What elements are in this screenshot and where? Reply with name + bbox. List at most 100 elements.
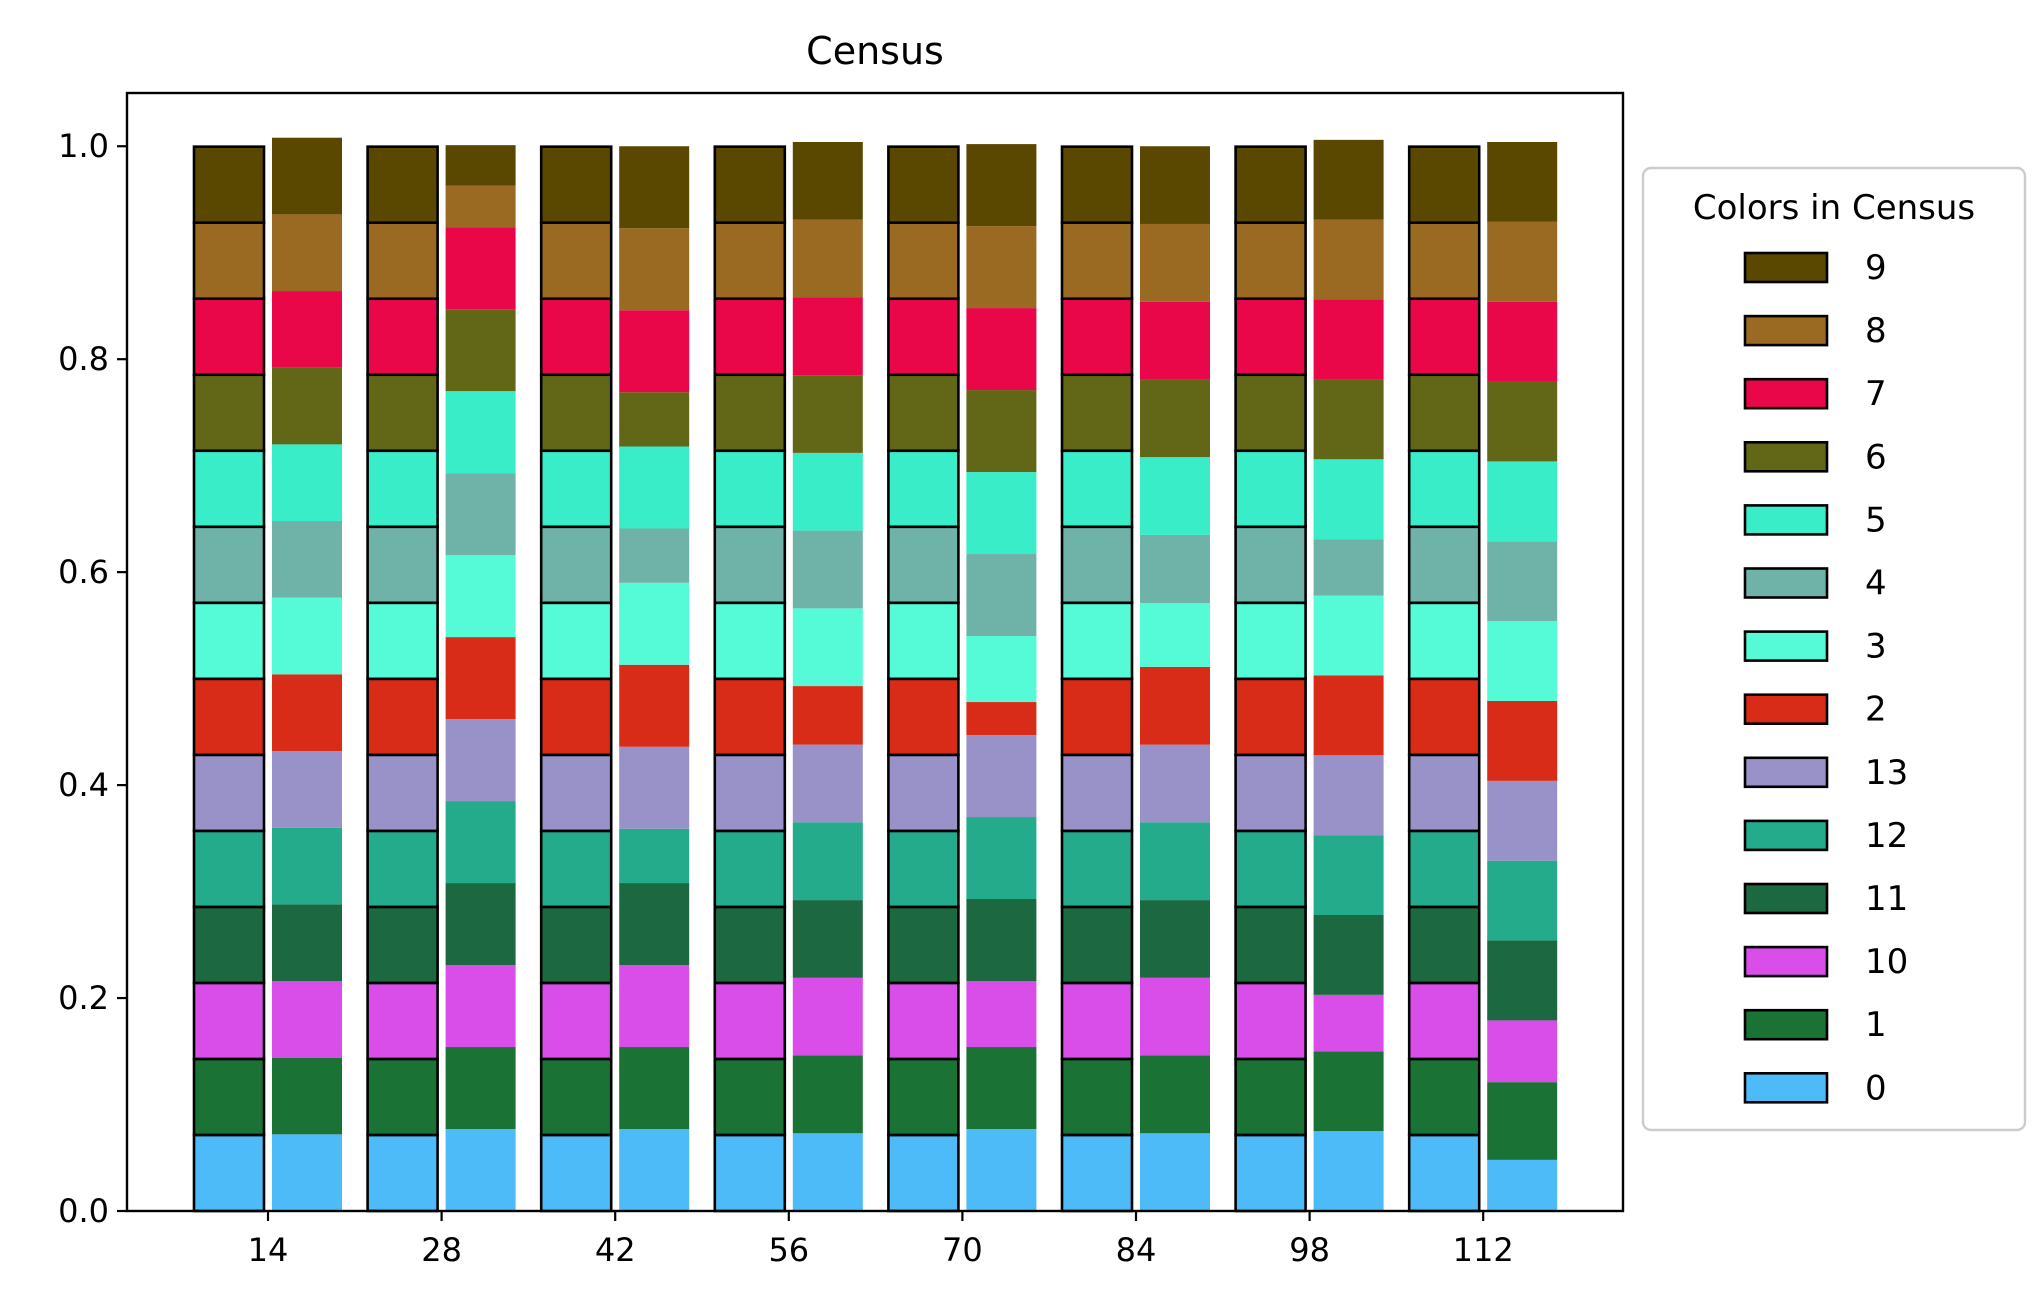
bar-reference-56-color-4 [713,525,787,605]
bar-reference-28-color-6 [366,373,439,453]
bar-reference-28-color-5 [366,449,439,529]
bar-census-112-color-12 [1487,860,1558,941]
bar-census-98-color-11 [1313,915,1384,995]
bar-reference-28-color-13 [366,753,439,833]
bar-reference-98-color-5 [1234,449,1307,529]
bar-census-28-color-8 [445,185,516,228]
bar-reference-98-color-11 [1234,905,1307,985]
legend-label-1: 1 [1865,1005,1887,1045]
bar-reference-84-color-8 [1060,221,1134,301]
bar-census-28-color-11 [445,883,516,966]
bar-reference-14-color-0 [192,1133,266,1213]
legend-label-13: 13 [1865,753,1908,793]
bar-reference-14-color-4 [192,525,266,605]
bar-census-56-color-6 [792,375,863,453]
bar-census-56-color-2 [792,686,863,745]
x-tick-label: 84 [1116,1231,1157,1269]
legend-label-6: 6 [1865,437,1887,477]
legend-swatch-3 [1743,630,1829,662]
bar-census-112-color-11 [1487,940,1558,1021]
legend-label-11: 11 [1865,879,1908,919]
bar-reference-42-color-11 [539,905,613,985]
y-axis: 0.0 0.2 0.4 0.6 0.8 1.0 [58,127,127,1230]
bar-reference-14-color-3 [192,601,266,681]
legend-swatch-9 [1743,251,1829,284]
bar-reference-56-color-3 [713,601,787,681]
bar-census-70-color-12 [966,817,1037,900]
legend-swatch-6 [1743,440,1829,473]
bar-reference-42-color-0 [539,1133,613,1213]
bar-census-112-color-4 [1487,541,1558,622]
bar-reference-98-color-9 [1234,145,1307,224]
bar-reference-84-color-10 [1060,981,1134,1061]
y-tick-label: 0.8 [58,340,109,378]
bar-census-14-color-10 [272,981,342,1058]
bar-reference-56-color-2 [713,677,787,757]
bar-census-56-color-7 [792,297,863,376]
bar-reference-112-color-5 [1407,449,1481,529]
legend-label-3: 3 [1865,627,1887,667]
legend-swatch-0 [1743,1072,1829,1104]
bar-census-70-color-9 [966,144,1037,227]
bar-census-98-color-3 [1313,595,1384,676]
bar-reference-56-color-11 [713,905,787,985]
bar-reference-28-color-1 [366,1057,439,1137]
bar-reference-70-color-3 [887,601,960,681]
bar-census-84-color-10 [1140,977,1210,1056]
bar-reference-42-color-6 [539,373,613,453]
bar-census-112-color-2 [1487,700,1558,781]
bar-census-14-color-8 [272,214,342,292]
bar-census-56-color-0 [792,1133,863,1211]
bar-census-42-color-2 [619,664,690,747]
bar-census-28-color-3 [445,555,516,638]
bar-reference-56-color-12 [713,829,787,909]
bar-census-98-color-0 [1313,1131,1384,1211]
bar-reference-84-color-13 [1060,753,1134,833]
bar-census-84-color-8 [1140,223,1210,302]
bar-reference-42-color-10 [539,981,613,1061]
legend-label-5: 5 [1865,500,1887,540]
bar-census-84-color-2 [1140,666,1210,745]
bar-census-14-color-0 [272,1134,342,1211]
bar-census-112-color-6 [1487,381,1558,462]
bar-reference-56-color-7 [713,297,787,377]
bar-reference-98-color-13 [1234,753,1307,833]
bar-reference-28-color-3 [366,601,439,681]
bar-reference-112-color-8 [1407,221,1481,301]
legend-label-0: 0 [1865,1068,1887,1108]
bar-census-70-color-0 [966,1129,1037,1211]
bar-census-56-color-10 [792,977,863,1056]
bar-reference-42-color-9 [539,145,613,224]
bar-reference-14-color-13 [192,753,266,833]
bar-census-84-color-1 [1140,1055,1210,1134]
bar-census-56-color-8 [792,219,863,298]
bar-reference-14-color-6 [192,373,266,453]
bar-census-112-color-1 [1487,1082,1558,1160]
bar-census-98-color-5 [1313,459,1384,540]
bar-reference-70-color-0 [887,1133,960,1213]
y-tick-label: 0.0 [58,1192,109,1230]
bar-census-28-color-12 [445,801,516,884]
legend-frame [1641,166,2027,1132]
bar-census-70-color-7 [966,308,1037,391]
bar-reference-42-color-5 [539,449,613,529]
bar-reference-112-color-4 [1407,525,1481,605]
bar-reference-84-color-6 [1060,373,1134,453]
bar-reference-70-color-4 [887,525,960,605]
bar-census-42-color-7 [619,310,690,393]
bar-census-112-color-5 [1487,461,1558,542]
bar-reference-42-color-8 [539,221,613,301]
x-tick-label: 14 [248,1231,289,1269]
y-tick-label: 1.0 [58,127,109,165]
bar-census-14-color-13 [272,751,342,828]
bar-census-98-color-1 [1313,1051,1384,1132]
bar-census-28-color-7 [445,227,516,310]
bar-census-84-color-9 [1140,146,1210,224]
bar-census-42-color-4 [619,528,690,583]
bar-reference-14-color-1 [192,1057,266,1137]
x-tick-label: 56 [768,1231,809,1269]
bar-reference-112-color-1 [1407,1057,1481,1137]
bar-census-84-color-11 [1140,900,1210,978]
